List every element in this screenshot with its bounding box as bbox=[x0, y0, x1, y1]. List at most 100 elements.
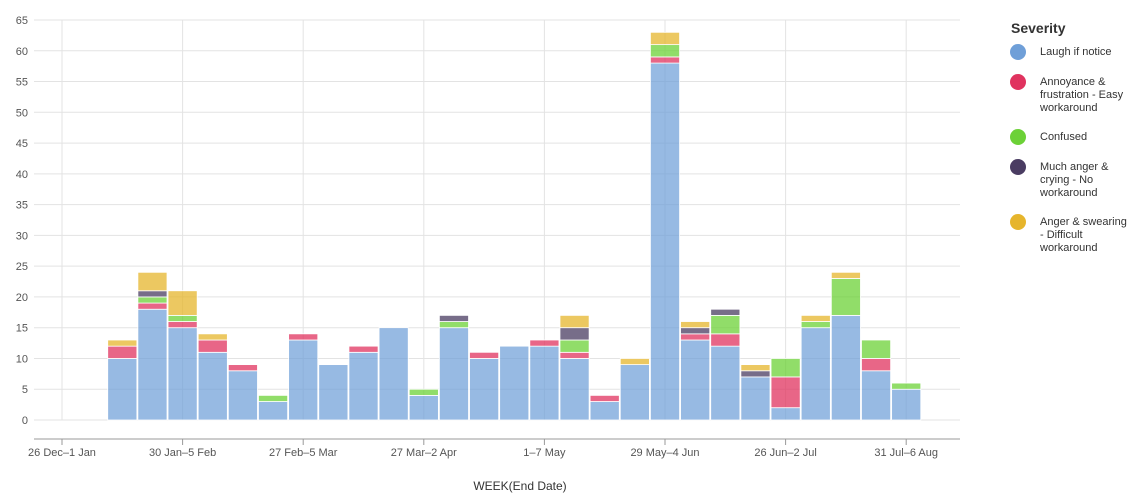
bar-segment-2[interactable] bbox=[348, 345, 379, 353]
bar-segment-1[interactable] bbox=[830, 314, 861, 421]
bar-segment-3[interactable] bbox=[559, 339, 590, 353]
bar-segment-1[interactable] bbox=[710, 345, 741, 421]
legend-swatch bbox=[1010, 159, 1026, 175]
y-tick-label: 30 bbox=[16, 230, 28, 242]
bar-segment-5[interactable] bbox=[197, 333, 228, 341]
bar-segment-3[interactable] bbox=[137, 296, 168, 304]
bar-segment-3[interactable] bbox=[770, 358, 801, 378]
bar-segment-2[interactable] bbox=[710, 333, 741, 347]
bar-segment-3[interactable] bbox=[861, 339, 892, 359]
legend-items: Laugh if notice Annoyance & frustration -… bbox=[1002, 44, 1127, 255]
bar-segment-5[interactable] bbox=[680, 321, 711, 329]
bar-segment-3[interactable] bbox=[438, 321, 469, 329]
bar-segment-1[interactable] bbox=[469, 358, 500, 421]
bar-segment-3[interactable] bbox=[167, 314, 198, 322]
bar-segment-1[interactable] bbox=[197, 351, 228, 421]
bar-segment-1[interactable] bbox=[499, 345, 530, 421]
bar-segment-4[interactable] bbox=[710, 308, 741, 316]
bar-segment-1[interactable] bbox=[529, 345, 560, 421]
bar-segment-3[interactable] bbox=[650, 44, 680, 58]
bar-segment-5[interactable] bbox=[740, 364, 771, 372]
bar-segment-5[interactable] bbox=[800, 314, 831, 322]
bar-segment-5[interactable] bbox=[619, 358, 650, 366]
legend-item[interactable]: Laugh if notice bbox=[1010, 44, 1127, 60]
x-tick-label: 26 Jun–2 Jul bbox=[754, 447, 816, 459]
bar-segment-5[interactable] bbox=[559, 314, 590, 329]
bar-segment-2[interactable] bbox=[288, 333, 319, 341]
bar-segment-1[interactable] bbox=[680, 339, 711, 421]
bar-segment-1[interactable] bbox=[167, 327, 198, 421]
bar-segment-2[interactable] bbox=[861, 358, 892, 372]
bar-segment-4[interactable] bbox=[438, 314, 469, 322]
bar-segment-2[interactable] bbox=[589, 394, 620, 402]
y-tick-label: 5 bbox=[22, 384, 28, 396]
legend-title: Severity bbox=[1011, 20, 1066, 36]
bar-segment-1[interactable] bbox=[800, 327, 831, 421]
bar-segment-4[interactable] bbox=[559, 327, 590, 341]
axes: 0 5 10 15 20 25 30 35 40 45 50 55 60 65 26 Dec–1 Jan 30… bbox=[16, 15, 960, 459]
bars bbox=[107, 31, 922, 421]
bar-segment-1[interactable] bbox=[137, 308, 168, 421]
bar-segment-1[interactable] bbox=[891, 388, 922, 421]
bar-segment-3[interactable] bbox=[891, 382, 922, 390]
bar-segment-3[interactable] bbox=[710, 314, 741, 335]
bar-segment-3[interactable] bbox=[800, 321, 831, 329]
bar-segment-2[interactable] bbox=[680, 333, 711, 341]
bar-segment-1[interactable] bbox=[559, 358, 590, 421]
y-tick-label: 45 bbox=[16, 138, 28, 150]
legend-item[interactable]: Confused bbox=[1010, 129, 1127, 145]
bar-segment-2[interactable] bbox=[197, 339, 228, 353]
bar-segment-5[interactable] bbox=[167, 290, 198, 316]
bar-segment-2[interactable] bbox=[559, 351, 590, 359]
y-tick-label: 10 bbox=[16, 353, 28, 365]
bar-segment-4[interactable] bbox=[740, 370, 771, 378]
bar-segment-2[interactable] bbox=[227, 364, 258, 372]
bar-segment-4[interactable] bbox=[680, 327, 711, 335]
y-tick-label: 55 bbox=[16, 77, 28, 89]
x-tick-label: 31 Jul–6 Aug bbox=[874, 447, 938, 459]
bar-segment-1[interactable] bbox=[861, 370, 892, 421]
bar-segment-1[interactable] bbox=[408, 394, 439, 421]
bar-segment-3[interactable] bbox=[408, 388, 439, 396]
bar-segment-1[interactable] bbox=[438, 327, 469, 421]
bar-segment-1[interactable] bbox=[318, 364, 349, 421]
bar-segment-5[interactable] bbox=[830, 271, 861, 279]
bar-segment-2[interactable] bbox=[167, 321, 198, 329]
bar-segment-2[interactable] bbox=[469, 351, 500, 359]
gridlines bbox=[34, 19, 960, 421]
legend-swatch bbox=[1010, 74, 1026, 90]
bar-segment-1[interactable] bbox=[589, 401, 620, 421]
bar-segment-1[interactable] bbox=[650, 62, 680, 421]
bar-segment-3[interactable] bbox=[258, 394, 289, 402]
legend-item[interactable]: Anger & swearing - Difficult workaround bbox=[1010, 214, 1127, 255]
bar-segment-1[interactable] bbox=[258, 401, 289, 421]
bar-segment-2[interactable] bbox=[770, 376, 801, 409]
y-tick-label: 40 bbox=[16, 169, 28, 181]
y-tick-label: 50 bbox=[16, 107, 28, 119]
bar-segment-2[interactable] bbox=[107, 345, 138, 359]
bar-segment-1[interactable] bbox=[740, 376, 771, 421]
bar-segment-1[interactable] bbox=[619, 364, 650, 421]
bar-segment-5[interactable] bbox=[137, 271, 168, 292]
bar-segment-1[interactable] bbox=[378, 327, 409, 421]
bar-segment-1[interactable] bbox=[107, 358, 138, 421]
legend-item[interactable]: Annoyance & frustration - Easy workaroun… bbox=[1010, 74, 1127, 115]
y-tick-label: 20 bbox=[16, 292, 28, 304]
bar-segment-2[interactable] bbox=[650, 56, 680, 64]
bar-segment-1[interactable] bbox=[770, 407, 801, 421]
bar-segment-2[interactable] bbox=[529, 339, 560, 347]
bar-segment-3[interactable] bbox=[830, 278, 861, 316]
bar-segment-2[interactable] bbox=[137, 302, 168, 310]
bar-segment-1[interactable] bbox=[227, 370, 258, 421]
bar-segment-1[interactable] bbox=[348, 351, 379, 421]
legend-label: Much anger & crying - No workaround bbox=[1040, 161, 1109, 199]
bar-segment-5[interactable] bbox=[650, 31, 680, 46]
stacked-bar-chart: 0 5 10 15 20 25 30 35 40 45 50 55 60 65 26 Dec–1 Jan 30… bbox=[16, 15, 960, 493]
y-tick-label: 60 bbox=[16, 46, 28, 58]
x-tick-label: 29 May–4 Jun bbox=[630, 447, 699, 459]
bar-segment-5[interactable] bbox=[107, 339, 138, 347]
x-tick-label: 26 Dec–1 Jan bbox=[28, 447, 96, 459]
bar-segment-4[interactable] bbox=[137, 290, 168, 298]
legend-item[interactable]: Much anger & crying - No workaround bbox=[1010, 159, 1127, 200]
bar-segment-1[interactable] bbox=[288, 339, 319, 421]
